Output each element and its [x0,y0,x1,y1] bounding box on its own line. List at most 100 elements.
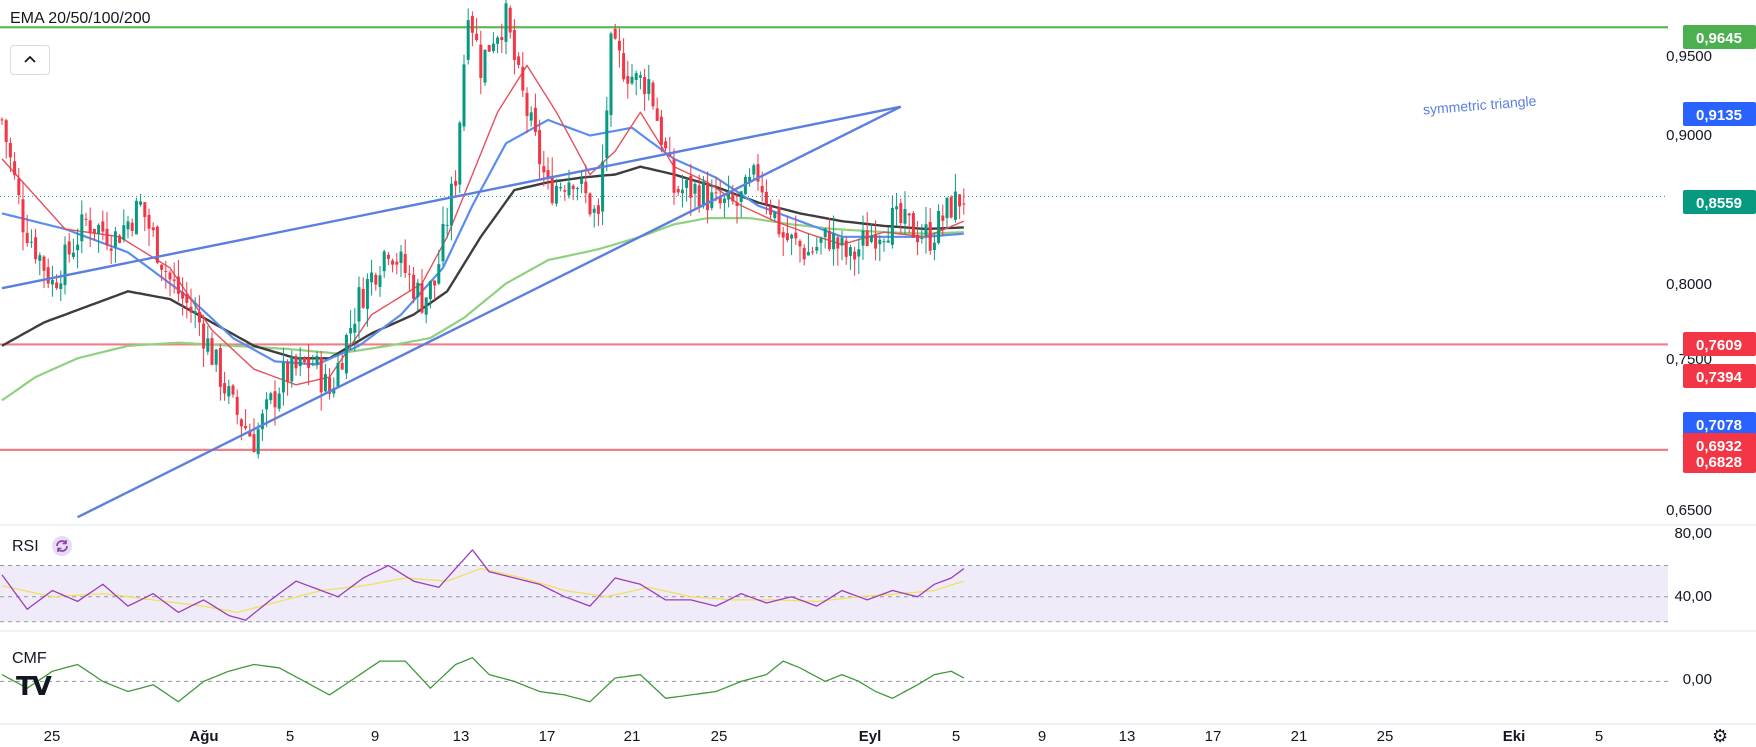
candle [407,273,411,275]
candle [298,356,302,367]
price-label-badge[interactable] [1683,102,1756,126]
ema-indicator-label[interactable]: EMA 20/50/100/200 [10,10,151,27]
triangle-lower-trendline[interactable] [77,105,902,519]
candle [685,179,689,188]
candle [890,207,894,245]
candle [844,240,848,257]
candle [638,75,642,78]
candle [29,241,33,243]
time-axis-label: 25 [711,728,728,745]
candle [382,251,386,272]
candle [281,362,285,393]
candle [760,185,764,193]
candle [727,191,731,200]
candle [311,363,315,365]
candle [97,224,101,235]
candle [454,180,458,186]
price-label-text: 0,6828 [1696,454,1742,471]
candle [38,255,42,261]
candle [550,175,554,204]
price-label-badge[interactable] [1683,433,1756,457]
candle [248,430,252,437]
price-label-badge[interactable] [1683,332,1756,356]
candle [441,223,445,262]
candle [349,328,353,334]
candle [878,239,882,245]
candle [445,224,449,226]
candle [433,280,437,286]
candle [244,425,248,429]
candle [895,206,899,210]
candle [647,79,651,94]
ema50-line [1,118,964,366]
candle [903,209,907,224]
candle [424,297,428,315]
candle [92,228,96,234]
candle [172,279,176,281]
price-label-badge[interactable] [1683,190,1756,214]
candle [437,264,441,284]
candle [500,36,504,41]
candle [609,33,613,116]
candle [449,183,453,226]
candle [790,234,794,239]
candle [743,176,747,195]
rsi-label[interactable]: RSI [12,538,39,555]
gear-icon[interactable]: ⚙ [1712,726,1729,747]
candle [122,225,126,240]
candle [340,363,344,370]
candle [475,33,479,41]
time-axis-label: 13 [453,728,470,745]
annotation-label[interactable]: symmetric triangle [1422,93,1537,118]
candle [937,210,941,243]
candle [962,203,966,205]
candle [0,119,4,121]
candle [134,200,138,235]
candle [181,291,185,299]
time-axis-label: 5 [1595,728,1603,745]
price-label-badge[interactable] [1683,412,1756,436]
time-axis-label: 9 [1038,728,1046,745]
triangle-upper-trendline[interactable] [1,105,902,290]
candle [487,45,491,52]
candle [584,181,588,194]
price-label-badge[interactable] [1683,364,1756,388]
price-label-text: 0,6932 [1696,438,1742,455]
candle [580,178,584,184]
candle [701,181,705,206]
price-label-badge[interactable] [1683,25,1756,49]
candle [748,176,752,182]
candle [71,252,75,257]
ema200-line [1,217,964,402]
candle [8,142,12,158]
collapse-button[interactable] [10,45,50,75]
candle [601,161,605,212]
candle [470,15,474,33]
candle [596,205,600,214]
candle [651,82,655,107]
chevron-up-icon [23,51,37,69]
cmf-label[interactable]: CMF [12,650,47,667]
candle [231,385,235,395]
candle [479,44,483,78]
price-label-text: 0,7609 [1696,337,1742,354]
tradingview-logo-icon: TV [16,672,52,702]
candle [491,43,495,52]
candle [617,40,621,51]
cmf-line [1,657,965,703]
candle [554,185,558,204]
rsi-refresh-icon[interactable] [52,536,72,556]
candle [945,197,949,219]
candle [273,391,277,408]
candle [823,228,827,238]
candle [80,214,84,242]
candle [332,388,336,394]
candle [886,240,890,243]
candle [46,267,50,284]
rsi-line [1,549,965,621]
candle [13,161,17,176]
time-axis-label: 5 [952,728,960,745]
candle [105,228,109,246]
candle [958,194,962,207]
